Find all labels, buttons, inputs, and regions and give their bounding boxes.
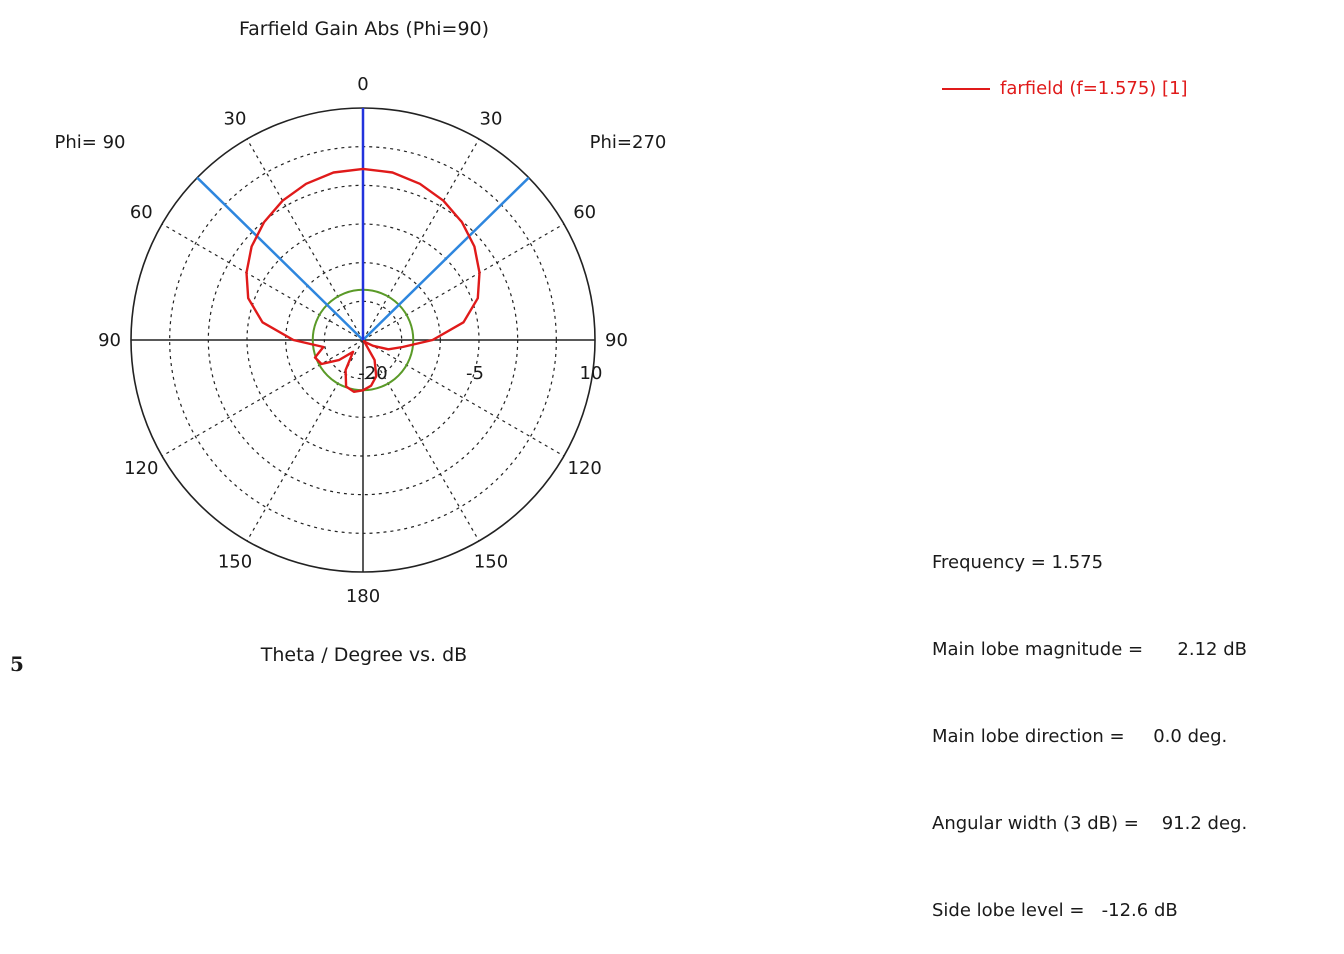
angle-label: 30: [224, 108, 247, 129]
angle-label: 150: [474, 552, 508, 573]
radial-tick-label: 10: [580, 363, 603, 384]
beam-width-line: [362, 176, 530, 341]
grid-spoke: [161, 339, 364, 457]
phi-right-label: Phi=270: [590, 132, 667, 153]
x-axis-label: Theta / Degree vs. dB: [260, 644, 468, 666]
angle-label: 120: [124, 458, 158, 479]
info-main-lobe-direction: Main lobe direction = 0.0 deg.: [932, 726, 1228, 747]
legend: farfield (f=1.575) [1]: [942, 78, 1188, 99]
series-line-farfield: [245, 167, 481, 393]
radial-tick-label: -5: [466, 363, 484, 384]
info-frequency: Frequency = 1.575: [932, 552, 1104, 573]
angle-label: 180: [346, 586, 380, 607]
polar-marks: [196, 108, 530, 393]
polar-chart: 0 30 30 60 60 90 90 120 120 150 150 180 -20 -5 10 Phi= …: [55, 74, 667, 607]
info-main-lobe-magnitude: Main lobe magnitude = 2.12 dB: [932, 639, 1247, 660]
info-angular-width: Angular width (3 dB) = 91.2 deg.: [932, 813, 1248, 834]
angle-label: 60: [130, 202, 153, 223]
legend-label: farfield (f=1.575) [1]: [1000, 78, 1188, 99]
angle-label: 90: [98, 330, 121, 351]
legend-swatch-red-line: [942, 87, 990, 90]
grid-spoke: [362, 138, 480, 341]
info-side-lobe-level: Side lobe level = -12.6 dB: [932, 900, 1178, 921]
radial-tick-label: -20: [358, 363, 387, 384]
polar-labels: 0 30 30 60 60 90 90 120 120 150 150 180 -20 -5 10 Phi= …: [55, 74, 667, 607]
beam-width-line: [196, 176, 364, 341]
chart-title: Farfield Gain Abs (Phi=90): [238, 18, 490, 40]
angle-label: 90: [605, 330, 628, 351]
info-panel: Frequency = 1.575 Main lobe magnitude = …: [932, 490, 1248, 954]
angle-label: 60: [573, 202, 596, 223]
phi-left-label: Phi= 90: [55, 132, 126, 153]
grid-spoke: [246, 138, 364, 341]
angle-label: 150: [218, 552, 252, 573]
figure-number: 5: [10, 652, 24, 676]
grid-spoke: [362, 339, 565, 457]
angle-label: 30: [480, 108, 503, 129]
angle-label: 0: [357, 74, 368, 95]
angle-label: 120: [568, 458, 602, 479]
